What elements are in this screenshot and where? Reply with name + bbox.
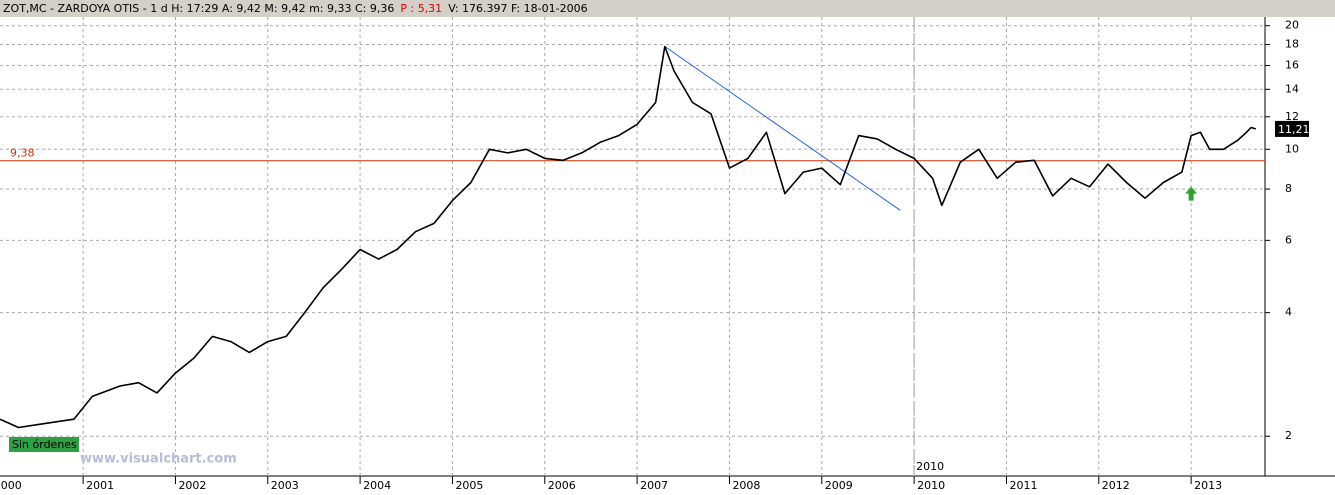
price-line: [0, 45, 1257, 429]
signal-arrow: [1185, 186, 1198, 201]
header-volume: V: 176.397 F: 18-01-2006: [448, 2, 587, 15]
x-tick-label: 2001: [86, 479, 114, 492]
watermark: www.visualchart.com: [80, 452, 237, 467]
status-badge-text: Sin órdenes: [12, 438, 77, 451]
x-tick-label: 2002: [178, 479, 206, 492]
x-tick-label: 2013: [1194, 479, 1222, 492]
x-tick-label: 2012: [1102, 479, 1130, 492]
x-tick-label: 2006: [548, 479, 576, 492]
y-tick-label: 14: [1285, 82, 1299, 95]
x-tick-label: 2008: [732, 479, 760, 492]
x-tick-label: 2007: [640, 479, 668, 492]
reference-label: 9,38: [10, 147, 35, 160]
last-price-label: 11,21: [1278, 123, 1310, 136]
y-tick-label: 20: [1285, 19, 1299, 32]
y-tick-label: 8: [1285, 182, 1292, 195]
header-info: ZOT,MC - ZARDOYA OTIS - 1 d H: 17:29 A: …: [3, 2, 394, 15]
y-tick-label: 6: [1285, 233, 1292, 246]
header-change: P : 5,31: [400, 2, 442, 15]
status-badge: [9, 437, 79, 452]
last-price-box: [1275, 120, 1309, 137]
y-tick-label: 10: [1285, 142, 1299, 155]
x-tick-label: 2009: [825, 479, 853, 492]
x-tick-label: 2005: [455, 479, 483, 492]
x-tick-label: 2004: [363, 479, 391, 492]
y-tick-label: 2: [1285, 429, 1292, 442]
trendline: [664, 46, 901, 211]
x-tick-label: 2003: [271, 479, 299, 492]
x-tick-label: 2010: [917, 479, 945, 492]
y-tick-label: 16: [1285, 58, 1299, 71]
y-tick-label: 18: [1285, 37, 1299, 50]
session-label: 2010: [916, 460, 944, 473]
header-bar: [0, 0, 1335, 17]
x-tick-label: 2011: [1009, 479, 1037, 492]
y-tick-label: 4: [1285, 306, 1292, 319]
y-tick-label: 12: [1285, 110, 1299, 123]
